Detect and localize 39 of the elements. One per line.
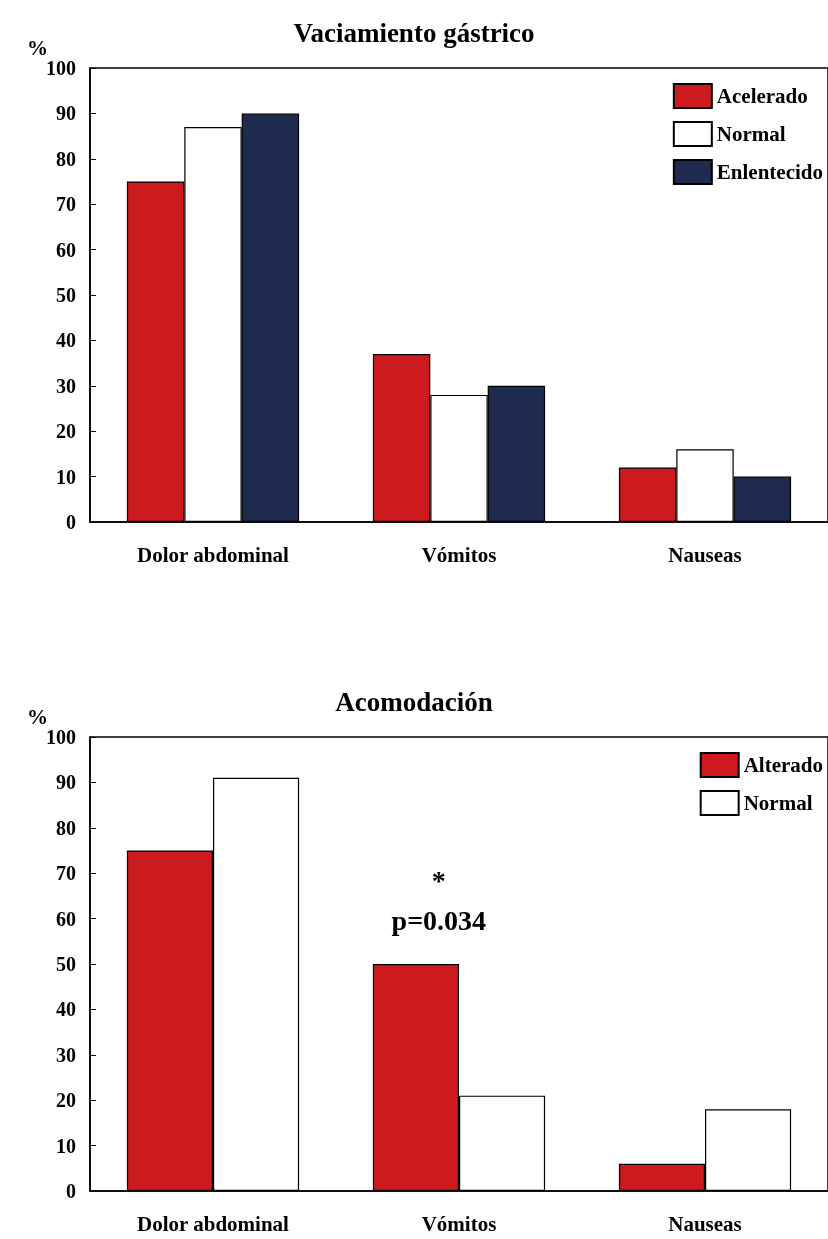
y-tick-label: 10 — [56, 1134, 76, 1157]
y-tick-label: 70 — [56, 862, 76, 885]
chart-title: Acomodación — [335, 686, 493, 717]
y-tick-label: 80 — [56, 147, 76, 170]
y-tick-label: 50 — [56, 284, 76, 306]
legend-label: Acelerado — [716, 84, 808, 108]
y-tick-label: 100 — [46, 726, 76, 748]
y-tick-label: 30 — [56, 1043, 76, 1066]
y-tick-label: 60 — [56, 907, 76, 930]
legend-label: Normal — [743, 791, 813, 815]
y-tick-label: 80 — [56, 816, 76, 839]
y-axis-title: % — [27, 35, 48, 60]
x-tick-label: Dolor abdominal — [137, 1211, 290, 1236]
y-tick-label: 0 — [66, 1180, 76, 1202]
x-tick-label: Dolor abdominal — [137, 542, 290, 567]
y-tick-label: 40 — [56, 998, 76, 1021]
annotation: * — [431, 864, 446, 896]
x-tick-label: Nauseas — [668, 542, 742, 567]
annotation: p=0.034 — [391, 904, 487, 936]
y-tick-label: 20 — [56, 1089, 76, 1112]
y-tick-label: 100 — [46, 57, 76, 79]
y-tick-label: 50 — [56, 953, 76, 975]
y-tick-label: 90 — [56, 771, 76, 794]
x-tick-label: Nauseas — [668, 1211, 742, 1236]
y-tick-label: 40 — [56, 329, 76, 352]
y-tick-label: 70 — [56, 193, 76, 216]
y-tick-label: 30 — [56, 374, 76, 397]
y-tick-label: 0 — [66, 511, 76, 533]
x-tick-label: Vómitos — [421, 542, 497, 567]
y-tick-label: 90 — [56, 102, 76, 125]
legend-label: Enlentecido — [716, 160, 823, 184]
y-axis-title: % — [27, 704, 48, 729]
x-tick-label: Vómitos — [421, 1211, 497, 1236]
legend-label: Alterado — [743, 753, 824, 777]
y-tick-label: 60 — [56, 238, 76, 261]
legend-label: Normal — [716, 122, 786, 146]
chart-title: Vaciamiento gástrico — [293, 17, 535, 48]
y-tick-label: 10 — [56, 465, 76, 488]
y-tick-label: 20 — [56, 420, 76, 443]
